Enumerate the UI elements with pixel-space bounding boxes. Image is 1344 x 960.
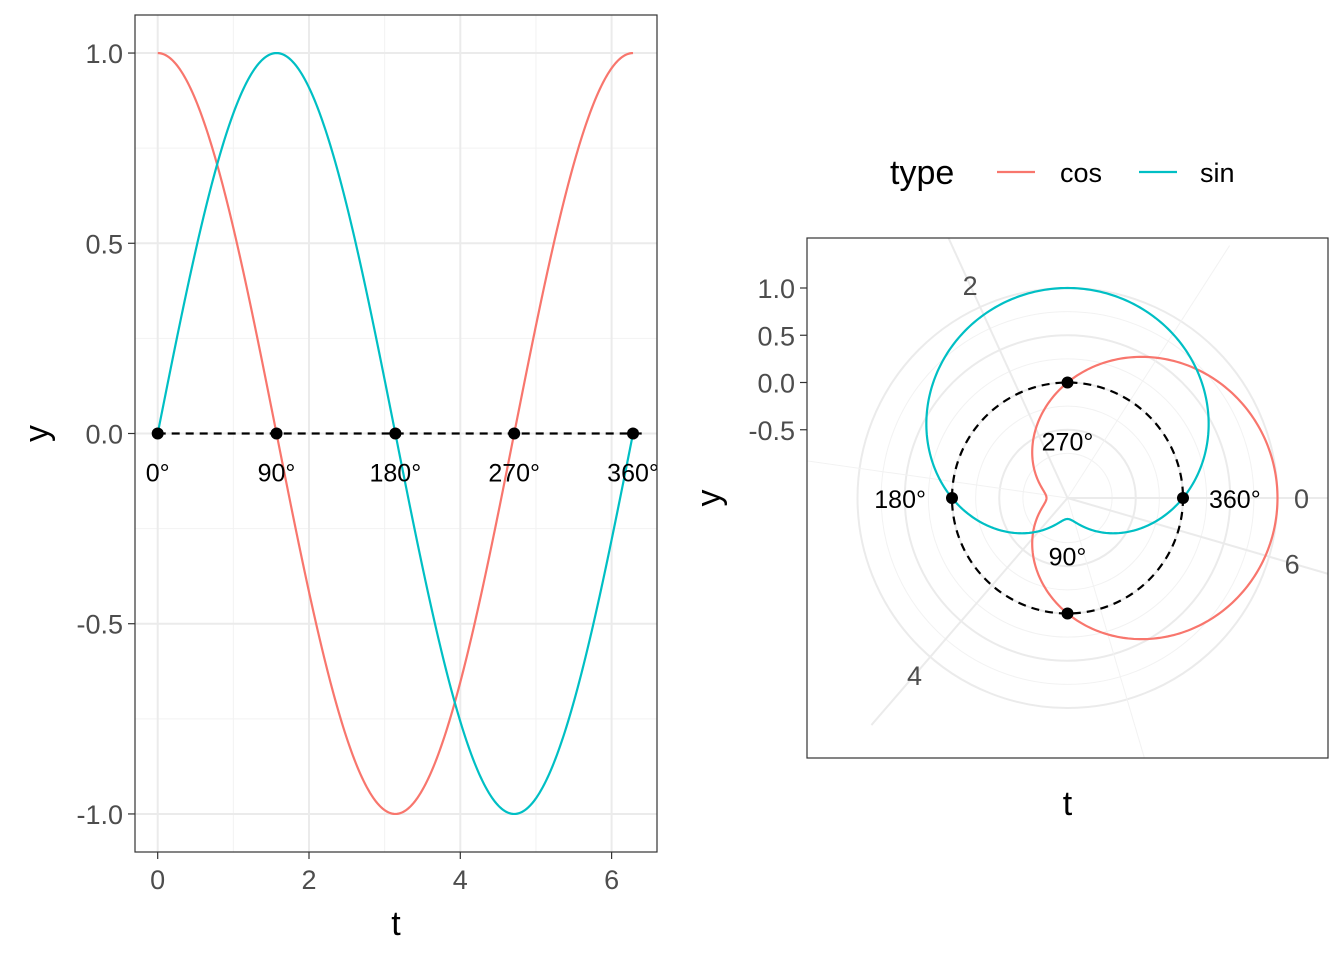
marker-point <box>1061 376 1074 389</box>
marker-point <box>270 427 283 440</box>
legend-label-cos: cos <box>1060 158 1102 188</box>
r-tick-label: -0.5 <box>748 416 795 446</box>
cartesian-y-axis: -1.0 -0.5 0.0 0.5 1.0 <box>76 39 135 830</box>
cartesian-y-axis-title: y <box>18 425 56 442</box>
grid-major-spoke <box>947 238 1069 499</box>
marker-label: 360° <box>607 460 659 488</box>
legend-title: type <box>890 154 954 192</box>
theta-tick-label: 2 <box>963 271 978 301</box>
grid-major-spoke <box>870 497 1069 726</box>
polar-theta-axis: 0 2 4 6 <box>907 271 1309 691</box>
x-tick-label: 2 <box>301 865 316 895</box>
grid-minor-spoke <box>1067 245 1231 499</box>
marker-label: 360° <box>1209 486 1261 514</box>
marker-label: 90° <box>1049 544 1087 572</box>
legend: type cos sin <box>890 154 1235 192</box>
x-tick-label: 4 <box>453 865 468 895</box>
polar-x-axis-title: t <box>1063 785 1073 823</box>
marker-point <box>946 492 958 504</box>
marker-label: 0° <box>146 460 170 488</box>
cartesian-panel: 0° 90° 180° 270° 360° 0 2 4 6 -1.0 -0.5 0.0 0.5 1.0… <box>18 14 659 943</box>
marker-label: 180° <box>874 486 926 514</box>
marker-label: 90° <box>258 460 296 488</box>
marker-point <box>508 427 521 440</box>
marker-point <box>1177 492 1189 504</box>
marker-label: 180° <box>370 460 422 488</box>
marker-point <box>627 427 640 440</box>
polar-panel: 360° 270° 180° 90° -0.5 0.0 0.5 1.0 0 2 4 6 t y <box>690 237 1329 823</box>
cartesian-points: 0° 90° 180° 270° 360° <box>146 427 659 488</box>
r-tick-label: 1.0 <box>757 274 795 304</box>
y-tick-label: 1.0 <box>85 39 123 69</box>
marker-label: 270° <box>488 460 540 488</box>
theta-tick-label: 0 <box>1294 484 1309 514</box>
marker-label: 270° <box>1042 429 1094 457</box>
marker-point <box>389 427 402 440</box>
y-tick-label: 0.0 <box>85 420 123 450</box>
cartesian-x-axis-title: t <box>391 905 401 943</box>
polar-points: 360° 270° 180° 90° <box>874 376 1261 620</box>
y-tick-label: -0.5 <box>76 610 123 640</box>
polar-series <box>925 286 1279 641</box>
legend-label-sin: sin <box>1200 158 1235 188</box>
series-line-cos <box>157 51 634 816</box>
y-tick-label: 0.5 <box>85 229 123 259</box>
grid-minor-spoke <box>1067 497 1145 758</box>
r-tick-label: 0.0 <box>757 369 795 399</box>
x-tick-label: 6 <box>604 865 619 895</box>
theta-tick-label: 4 <box>907 661 922 691</box>
cartesian-x-axis: 0 2 4 6 <box>150 852 619 895</box>
marker-point <box>151 427 164 440</box>
r-tick-label: 0.5 <box>757 321 795 351</box>
grid-major-spoke <box>1067 497 1328 575</box>
polar-panel-border <box>806 237 1329 759</box>
polar-series-cos <box>1031 355 1279 641</box>
grid-minor-spoke <box>807 460 1068 499</box>
x-tick-label: 0 <box>150 865 165 895</box>
polar-y-axis-title: y <box>690 490 728 507</box>
polar-r-axis: -0.5 0.0 0.5 1.0 <box>748 274 807 446</box>
y-tick-label: -1.0 <box>76 800 123 830</box>
marker-point <box>1061 607 1074 620</box>
theta-tick-label: 6 <box>1285 549 1300 579</box>
legend-item-cos: cos <box>997 158 1102 188</box>
legend-item-sin: sin <box>1139 158 1235 188</box>
